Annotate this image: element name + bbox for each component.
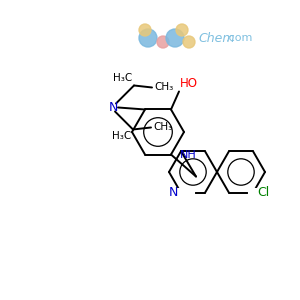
- Text: NH: NH: [180, 149, 197, 160]
- Circle shape: [157, 36, 169, 48]
- Text: Chem: Chem: [198, 32, 235, 44]
- Circle shape: [166, 29, 184, 47]
- Text: .com: .com: [226, 33, 254, 43]
- Circle shape: [176, 24, 188, 36]
- Text: Cl: Cl: [257, 186, 269, 199]
- Text: N: N: [108, 101, 118, 114]
- Text: N: N: [169, 186, 178, 199]
- Circle shape: [139, 24, 151, 36]
- Text: CH₃: CH₃: [154, 82, 173, 92]
- Text: H₃C: H₃C: [112, 131, 131, 142]
- Text: CH₃: CH₃: [153, 122, 172, 133]
- Circle shape: [139, 29, 157, 47]
- Text: HO: HO: [180, 77, 198, 91]
- Circle shape: [183, 36, 195, 48]
- Text: H₃C: H₃C: [113, 74, 132, 83]
